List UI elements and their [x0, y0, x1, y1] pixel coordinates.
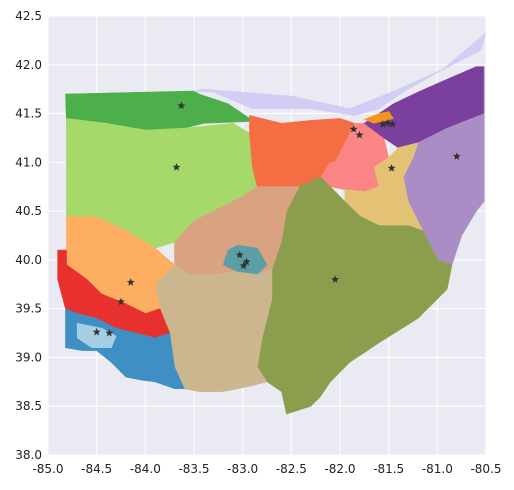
star-marker — [105, 328, 114, 337]
star-marker — [126, 278, 135, 286]
y-tick-label: 38.5 — [15, 399, 42, 413]
star-marker — [378, 120, 387, 128]
x-tick-label: -83.5 — [178, 462, 209, 476]
y-tick-label: 41.5 — [15, 107, 42, 121]
star-marker — [383, 119, 392, 127]
y-tick-label: 40.0 — [15, 253, 42, 267]
x-tick-label: -82.5 — [276, 462, 307, 476]
star-marker — [388, 120, 397, 128]
y-tick-label: 39.0 — [15, 350, 42, 364]
map-region — [363, 111, 394, 124]
star-marker — [177, 101, 186, 110]
star-marker — [387, 163, 396, 172]
x-tick-label: -85.0 — [32, 462, 63, 476]
marker-points — [92, 101, 461, 337]
star-marker — [117, 297, 125, 306]
y-tick-label: 40.5 — [15, 204, 42, 218]
star-marker — [331, 275, 340, 283]
y-tick-label: 38.0 — [15, 448, 42, 462]
y-axis-ticks: 38.0 38.5 39.0 39.5 40.0 40.5 41.0 41.5 42.0 42.5 — [15, 9, 42, 462]
x-tick-label: -84.0 — [130, 462, 161, 476]
x-tick-label: -82.0 — [324, 462, 355, 476]
x-tick-label: -83.0 — [227, 462, 258, 476]
map-region — [76, 322, 117, 349]
x-axis-ticks: -85.0 -84.5 -84.0 -83.5 -83.0 -82.5 -82.0 -81.5… — [32, 462, 501, 476]
star-marker — [242, 257, 251, 266]
star-marker — [92, 327, 101, 336]
x-tick-label: -81.0 — [422, 462, 453, 476]
y-tick-label: 39.5 — [15, 302, 42, 316]
map-region — [193, 32, 487, 116]
star-marker — [239, 261, 248, 270]
star-marker — [452, 152, 461, 160]
star-marker — [355, 130, 364, 139]
x-tick-label: -84.5 — [81, 462, 112, 476]
x-tick-label: -80.5 — [470, 462, 501, 476]
x-tick-label: -81.5 — [373, 462, 404, 476]
y-tick-label: 42.5 — [15, 9, 42, 23]
star-marker — [235, 250, 244, 259]
star-marker — [172, 163, 181, 171]
star-marker — [349, 124, 358, 133]
map-regions — [57, 32, 487, 415]
y-tick-label: 41.0 — [15, 155, 42, 169]
y-tick-label: 42.0 — [15, 58, 42, 72]
